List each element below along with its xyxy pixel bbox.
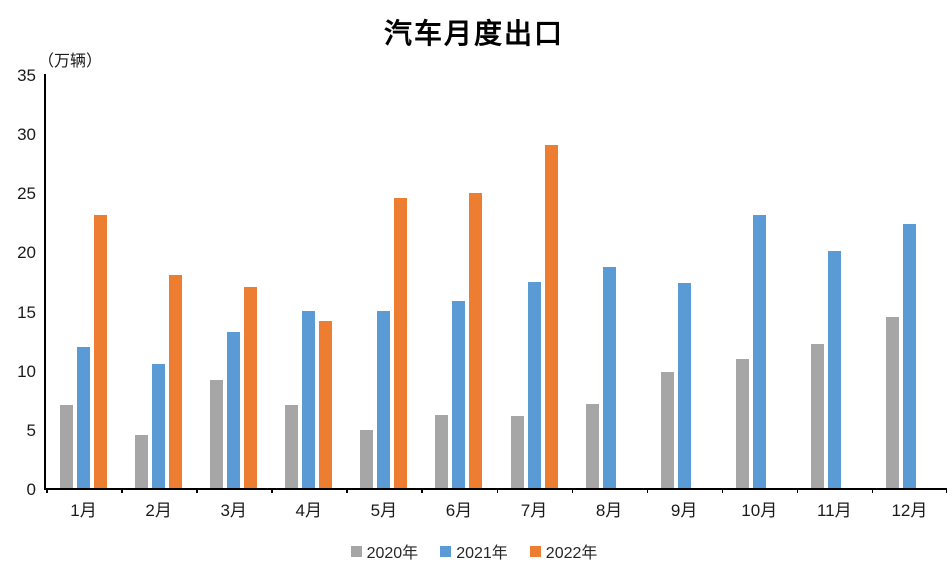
x-axis-tick: [421, 488, 423, 493]
x-axis-tick: [646, 488, 649, 493]
bar-2020年-3月: [210, 380, 224, 488]
chart-title: 汽车月度出口: [383, 19, 564, 50]
bar-2021年-2月: [152, 363, 166, 488]
bar-2020年-8月: [585, 404, 599, 488]
legend-label: 2022年: [545, 545, 598, 562]
x-tick-label-11月: 11月: [816, 501, 852, 520]
bar-2022年-7月: [544, 144, 558, 488]
bar-2021年-7月: [527, 282, 541, 488]
bar-2022年-3月: [244, 286, 258, 488]
bar-2021年-12月: [902, 224, 916, 488]
bar-2021年-1月: [77, 347, 91, 488]
x-tick-label-8月: 8月: [595, 501, 623, 520]
legend-item-2022年: 2022年: [529, 539, 598, 563]
bar-2022年-6月: [469, 193, 483, 488]
legend-swatch-icon: [529, 545, 541, 557]
y-axis: 0 5 10 15 20 25 30 35: [0, 0, 36, 572]
y-tick-label-35: 35: [17, 66, 36, 85]
legend-item-2021年: 2021年: [440, 539, 508, 563]
bar-group-11月: [797, 74, 872, 488]
x-tick-label-9月: 9月: [670, 501, 698, 520]
bar-group-8月: [572, 74, 647, 488]
bar-group-3月: [196, 74, 271, 488]
bar-2022年-2月: [169, 275, 183, 488]
plot-area: [44, 74, 947, 493]
bar-2020年-7月: [510, 415, 524, 488]
bar-2022年-1月: [94, 214, 108, 488]
y-tick-label-30: 30: [17, 125, 36, 145]
legend-label: 2021年: [456, 545, 508, 562]
bar-2021年-3月: [227, 331, 241, 488]
x-tick-label-10月: 10月: [741, 501, 778, 520]
bar-2020年-5月: [360, 430, 374, 488]
x-axis-tick: [796, 488, 799, 493]
x-axis-tick: [721, 488, 724, 493]
x-axis-tick: [871, 488, 874, 493]
bar-2020年-9月: [660, 372, 674, 488]
x-tick-label-2月: 2月: [145, 501, 172, 520]
bar-2021年-9月: [677, 283, 691, 488]
bar-group-12月: [872, 74, 947, 488]
bar-2021年-10月: [752, 214, 766, 488]
x-tick-label-7月: 7月: [520, 501, 548, 520]
bar-2020年-1月: [60, 405, 74, 488]
bar-2021年-5月: [377, 310, 391, 488]
x-axis-tick: [571, 488, 574, 493]
x-axis: 1月 2月 3月 4月 5月 6月 7月 8月 9月 10月 11月 12月: [46, 499, 947, 523]
bar-group-6月: [421, 74, 496, 488]
y-tick-label-25: 25: [17, 184, 36, 204]
x-tick-label-6月: 6月: [445, 501, 473, 520]
bar-2020年-2月: [135, 434, 149, 488]
y-tick-label-0: 0: [26, 480, 36, 499]
x-axis-tick: [121, 488, 123, 493]
bar-2021年-4月: [302, 310, 316, 488]
y-tick-label-10: 10: [17, 361, 36, 381]
bar-group-4月: [271, 74, 346, 488]
bar-group-9月: [647, 74, 722, 488]
bar-2020年-12月: [885, 316, 899, 488]
bar-2021年-11月: [827, 251, 841, 488]
x-axis-tick: [346, 488, 348, 493]
bar-groups: [46, 74, 947, 488]
x-axis-tick: [196, 488, 198, 493]
bar-group-5月: [346, 74, 421, 488]
legend-item-2020年: 2020年: [350, 539, 419, 563]
legend-label: 2020年: [366, 545, 419, 562]
bar-2020年-6月: [435, 414, 449, 488]
legend-swatch-icon: [350, 545, 362, 557]
bar-2020年-10月: [735, 359, 749, 488]
bar-group-10月: [722, 74, 797, 488]
bar-group-1月: [46, 74, 121, 488]
legend-swatch-icon: [440, 545, 452, 557]
x-tick-label-1月: 1月: [70, 501, 97, 520]
bar-2021年-6月: [452, 301, 466, 488]
x-axis-tick: [945, 488, 947, 493]
x-tick-label-5月: 5月: [370, 501, 398, 520]
x-tick-label-12月: 12月: [891, 501, 928, 520]
bar-2020年-11月: [810, 343, 824, 488]
bar-2022年-5月: [394, 198, 408, 488]
y-tick-label-20: 20: [17, 243, 36, 263]
x-tick-label-3月: 3月: [220, 501, 247, 520]
bar-2020年-4月: [285, 405, 299, 488]
bar-group-2月: [121, 74, 196, 488]
x-axis-tick: [271, 488, 273, 493]
legend: 2020年 2021年 2022年: [0, 539, 948, 563]
bar-2021年-8月: [602, 266, 616, 488]
y-axis-unit-label: （万辆）: [38, 53, 103, 70]
y-tick-label-15: 15: [17, 302, 36, 322]
bar-2022年-4月: [319, 321, 333, 488]
x-tick-label-4月: 4月: [295, 501, 322, 520]
bar-group-7月: [496, 74, 571, 488]
x-axis-tick: [46, 488, 48, 493]
y-tick-label-5: 5: [26, 420, 36, 440]
x-axis-tick: [496, 488, 498, 493]
